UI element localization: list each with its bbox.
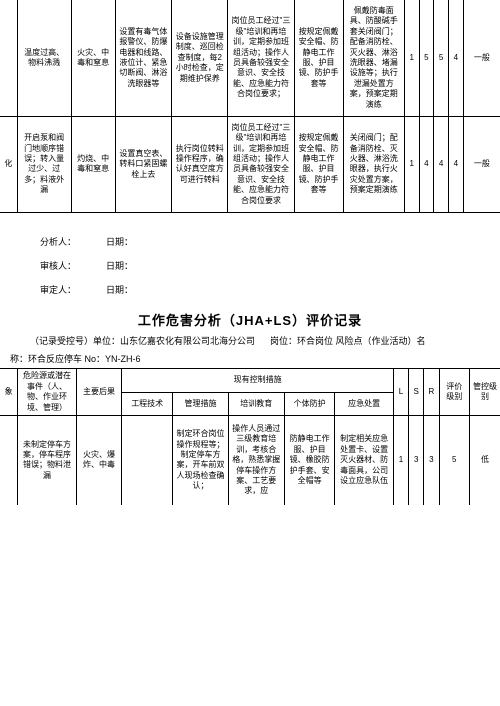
- meta-unit: （记录受控号）单位：山东亿嘉农化有限公司北海分公司: [30, 336, 255, 346]
- col-header: 象: [0, 369, 18, 416]
- reviewer-label: 审核人：: [40, 257, 76, 277]
- cell: 火灾、中毒和窒息: [71, 0, 115, 116]
- col-header: 主要后果: [76, 369, 122, 416]
- cell-R: 5: [434, 0, 449, 116]
- cell: 设备设施管理制度、巡回检查制度，每2小时检查，定期维护保养: [172, 0, 228, 116]
- cell: 岗位员工经过"三级"培训和再培训，定期参加班组活动；操作人员具备较强安全意识、安…: [228, 116, 294, 212]
- cell: 制定相关应急处置卡、设置灭火器材、防毒面具，公司设立应急队伍: [335, 415, 393, 504]
- cell-V: 4: [448, 0, 463, 116]
- cell: 未制定停车方案，停车程序错误；物料泄漏: [18, 415, 76, 504]
- cell-class: 一般: [463, 116, 500, 212]
- cell: 化: [0, 116, 17, 212]
- col-header: 管控级别: [469, 369, 500, 416]
- cell-V: 4: [448, 116, 463, 212]
- signature-block: 分析人： 日期： 审核人： 日期： 审定人： 日期：: [40, 233, 500, 300]
- section-title: 工作危害分析（JHA+LS）评价记录: [0, 310, 500, 329]
- cell: 制定环合岗位操作规程等；制定停车方案，开车前双人现场检查确认；: [173, 415, 229, 504]
- cell-L: 1: [393, 415, 408, 504]
- table-row: 温度过高、物料沸溅 火灾、中毒和窒息 设置有毒气体报警仪、防爆电器和线路、液位计…: [0, 0, 500, 116]
- meta-post: 岗位：环合岗位 风险点（作业活动）名: [270, 336, 426, 346]
- col-header-group: 现有控制措施: [122, 369, 394, 392]
- col-subheader: 培训教育: [228, 392, 284, 415]
- cell: 灼烧、中毒和窒息: [71, 116, 115, 212]
- cell-class: 一般: [463, 0, 500, 116]
- col-subheader: 工程技术: [122, 392, 173, 415]
- approver-label: 审定人：: [40, 281, 76, 301]
- col-subheader: 个体防护: [284, 392, 335, 415]
- cell: [0, 0, 17, 116]
- cell: 操作人员通过三级教育培训，考核合格，熟悉掌握停车操作方案、工艺要求，应: [228, 415, 284, 504]
- cell: 按规定佩戴安全帽、防静电工作服、护目镜、防护手套等: [294, 116, 343, 212]
- col-subheader: 应急处置: [335, 392, 393, 415]
- analyst-row: 分析人： 日期：: [40, 233, 500, 253]
- col-header: 危险源或潜在事件（人、物、作业环境、管理）: [18, 369, 76, 416]
- cell: 执行岗位转料操作程序，确认好真空度方可进行转料: [172, 116, 228, 212]
- cell: 设置有毒气体报警仪、防爆电器和线路、液位计、紧急切断阀、淋浴洗眼器等: [115, 0, 171, 116]
- cell-L: 1: [404, 116, 419, 212]
- cell: [0, 415, 18, 504]
- cell: 设置真空表、转料口紧固螺栓上去: [115, 116, 171, 212]
- cell: 关闭阀门；配备消防栓、灭火器、淋浴洗眼器，执行火灾处置方案，预案定期演练: [343, 116, 404, 212]
- cell: 温度过高、物料沸溅: [17, 0, 71, 116]
- cell-S: 4: [419, 116, 434, 212]
- cell: 按规定佩戴安全帽、防静电工作服、护目镜、防护手套等: [294, 0, 343, 116]
- cell-S: 3: [409, 415, 424, 504]
- cell-V: 5: [439, 415, 469, 504]
- col-header-L: L: [393, 369, 408, 416]
- meta-line-1: （记录受控号）单位：山东亿嘉农化有限公司北海分公司 岗位：环合岗位 风险点（作业…: [30, 335, 490, 349]
- cell: 开启泵和阀门地顺序错误；转入量过少、过多；料液外漏: [17, 116, 71, 212]
- jha-table-1: 温度过高、物料沸溅 火灾、中毒和窒息 设置有毒气体报警仪、防爆电器和线路、液位计…: [0, 0, 500, 213]
- date-label: 日期：: [106, 281, 133, 301]
- cell: [122, 415, 173, 504]
- col-subheader: 管理措施: [173, 392, 229, 415]
- jha-table-2: 象 危险源或潜在事件（人、物、作业环境、管理） 主要后果 现有控制措施 L S …: [0, 368, 500, 504]
- approver-row: 审定人： 日期：: [40, 281, 500, 301]
- date-label: 日期：: [106, 233, 133, 253]
- reviewer-row: 审核人： 日期：: [40, 257, 500, 277]
- meta-line-2: 称：环合反应停车 No：YN-ZH-6: [10, 353, 490, 367]
- cell-L: 1: [404, 0, 419, 116]
- header-row-1: 象 危险源或潜在事件（人、物、作业环境、管理） 主要后果 现有控制措施 L S …: [0, 369, 500, 392]
- cell: 佩戴防毒面具、防酸碱手套关闭阀门；配备消防栓、灭火器、淋浴洗眼器、堵漏设施等；执…: [343, 0, 404, 116]
- cell-class: 低: [469, 415, 500, 504]
- cell-S: 5: [419, 0, 434, 116]
- cell-R: 3: [424, 415, 439, 504]
- cell: 防静电工作服、护目镜、橡胶防护手套、安全帽等: [284, 415, 335, 504]
- analyst-label: 分析人：: [40, 233, 76, 253]
- cell-R: 4: [434, 116, 449, 212]
- col-header-R: R: [424, 369, 439, 416]
- col-header-S: S: [409, 369, 424, 416]
- cell: 岗位员工经过"三级"培训和再培训，定期参加班组活动；操作人员具备较强安全意识、安…: [228, 0, 294, 116]
- date-label: 日期：: [106, 257, 133, 277]
- cell: 火灾、爆炸、中毒: [76, 415, 122, 504]
- table-row: 化 开启泵和阀门地顺序错误；转入量过少、过多；料液外漏 灼烧、中毒和窒息 设置真…: [0, 116, 500, 212]
- table-row: 未制定停车方案，停车程序错误；物料泄漏 火灾、爆炸、中毒 制定环合岗位操作规程等…: [0, 415, 500, 504]
- col-header: 评价级别: [439, 369, 469, 416]
